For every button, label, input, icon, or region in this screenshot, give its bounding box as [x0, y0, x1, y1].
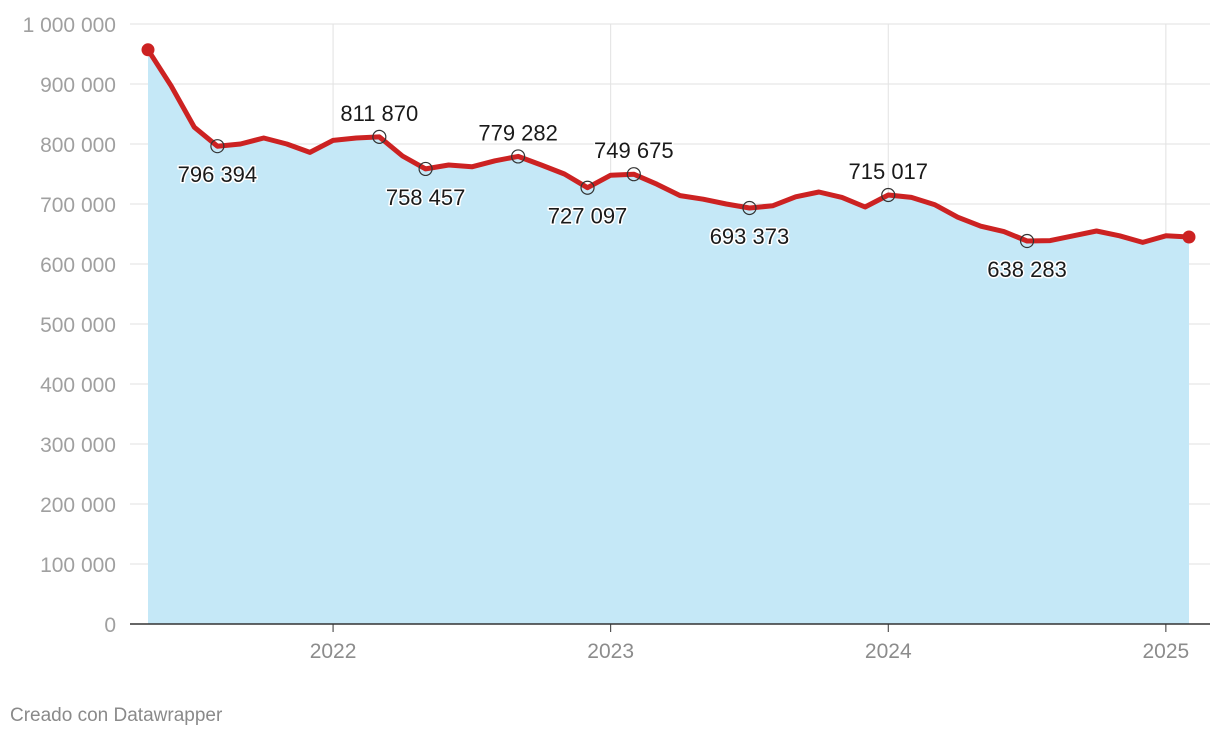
y-tick-label: 600 000 — [40, 254, 116, 277]
x-tick-label: 2022 — [310, 640, 357, 663]
annotation-marker — [881, 187, 896, 203]
series-line — [145, 47, 1192, 245]
axes: 0 100 000 200 000 300 000 400 000 500 000 600 … — [23, 14, 1210, 663]
y-tick-label: 400 000 — [40, 374, 116, 397]
data-label: 811 870 — [340, 101, 418, 126]
area-fill-layer — [148, 49, 1189, 625]
data-label: 749 675 — [594, 138, 674, 163]
annotation-marker — [742, 200, 757, 216]
x-tick-label: 2023 — [587, 640, 634, 663]
annotation-marker — [372, 129, 387, 144]
data-label: 638 283 — [987, 257, 1067, 282]
x-tick-label: 2025 — [1143, 640, 1190, 663]
data-label: 796 394 — [178, 162, 258, 187]
data-label: 779 282 — [478, 120, 558, 145]
y-tick-label: 700 000 — [40, 194, 116, 217]
y-tick-label: 900 000 — [40, 74, 116, 97]
x-tick-label: 2024 — [865, 640, 912, 663]
series-endpoint-dot — [141, 43, 155, 57]
series-line-layer — [141, 43, 1196, 245]
data-label: 758 457 — [386, 185, 466, 210]
series-area — [148, 49, 1189, 625]
y-tick-label: 200 000 — [40, 494, 116, 517]
annotation-labels: 796 394 811 870 758 457 779 282 727 097 749 6… — [176, 99, 1068, 283]
footer-credit: Creado con Datawrapper — [10, 705, 223, 726]
data-label: 727 097 — [548, 204, 628, 229]
annotation-marker — [626, 167, 641, 182]
data-label: 693 373 — [710, 224, 790, 249]
line-area-chart: 796 394 811 870 758 457 779 282 727 097 749 6… — [23, 14, 1210, 663]
annotation-markers — [210, 129, 1035, 249]
y-tick-label: 0 — [104, 614, 116, 637]
annotation-marker — [580, 180, 595, 195]
y-tick-label: 300 000 — [40, 434, 116, 457]
annotation-marker — [418, 161, 433, 177]
annotation-marker — [210, 139, 225, 154]
y-tick-label: 500 000 — [40, 314, 116, 337]
y-tick-label: 1 000 000 — [23, 14, 116, 37]
y-tick-label: 800 000 — [40, 134, 116, 157]
series-endpoint-dot — [1182, 230, 1196, 244]
annotation-marker — [1019, 233, 1035, 249]
y-tick-label: 100 000 — [40, 554, 116, 577]
annotation-marker — [511, 149, 526, 164]
data-label: 715 017 — [849, 159, 929, 184]
